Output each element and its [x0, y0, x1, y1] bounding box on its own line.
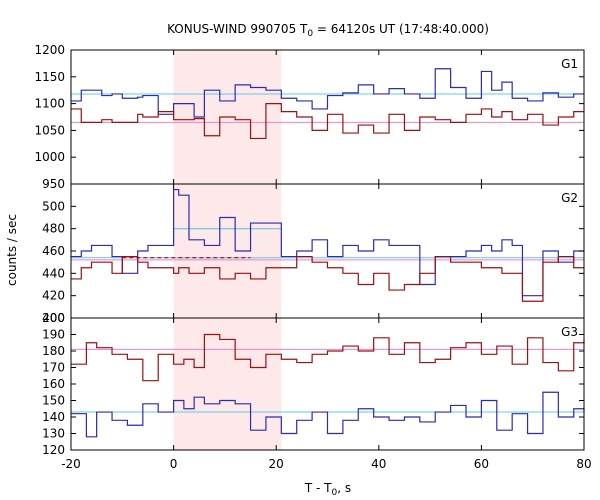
panel-label: G3	[561, 325, 578, 339]
x-tick-label: 40	[371, 457, 386, 471]
title-rest: = 64120s UT (17:48:40.000)	[313, 22, 489, 36]
y-tick-label: 400	[42, 311, 65, 325]
series-red-line	[71, 103, 584, 140]
y-tick-label: 140	[42, 410, 65, 424]
y-tick-label: 950	[42, 177, 65, 191]
shaded-interval	[173, 184, 282, 318]
y-tick-label: 460	[42, 244, 65, 258]
y-tick-label: 200	[42, 311, 65, 325]
y-axis-label: counts / sec	[5, 214, 19, 286]
series-red-line	[71, 255, 584, 302]
title-subscript: 0	[307, 29, 313, 39]
y-tick-label: 1200	[34, 43, 65, 57]
y-tick-label: 1000	[34, 150, 65, 164]
y-tick-label: 500	[42, 199, 65, 213]
x-tick-label: 80	[576, 457, 591, 471]
y-tick-label: 160	[42, 377, 65, 391]
y-tick-label: 120	[42, 443, 65, 457]
panel-label: G1	[561, 57, 578, 71]
x-tick-label: 20	[269, 457, 284, 471]
panel-g1: 950 1000 1050 1100 1150 1200 G1	[34, 43, 585, 191]
y-tick-label: 170	[42, 361, 65, 375]
chart-title: KONUS-WIND 990705 T0 = 64120s UT (17:48:…	[167, 22, 489, 39]
panel-g2: 400 420 440 460 480 500 G2	[42, 183, 585, 325]
series-blue-line	[71, 68, 584, 118]
y-tick-label: 150	[42, 394, 65, 408]
panel-g3: 120 130 140 150 160 170 180 190 200 G3	[42, 311, 585, 457]
y-tick-label: 480	[42, 222, 65, 236]
y-tick-label: 180	[42, 344, 65, 358]
series-blue-line	[71, 188, 584, 297]
series-red-line	[71, 333, 585, 382]
title-main: KONUS-WIND 990705 T	[167, 22, 308, 36]
series-blue-line	[71, 391, 585, 438]
y-tick-label: 130	[42, 427, 65, 441]
y-tick-label: 190	[42, 328, 65, 342]
y-tick-label: 1050	[34, 123, 65, 137]
xlabel-main: T - T	[304, 481, 332, 495]
x-tick-label: 0	[170, 457, 178, 471]
x-tick-label: -20	[61, 457, 81, 471]
x-tick-label: 60	[474, 457, 489, 471]
x-axis-label: T - T0, s	[304, 481, 351, 498]
y-tick-label: 440	[42, 266, 65, 280]
panel-label: G2	[561, 191, 578, 205]
y-tick-label: 420	[42, 289, 65, 303]
xlabel-rest: , s	[337, 481, 351, 495]
xlabel-subscript: 0	[332, 488, 338, 498]
chart-panels: 95010001050110011501200G1400420440460480…	[34, 43, 591, 471]
y-tick-label: 1100	[34, 97, 65, 111]
y-tick-label: 1150	[34, 70, 65, 84]
